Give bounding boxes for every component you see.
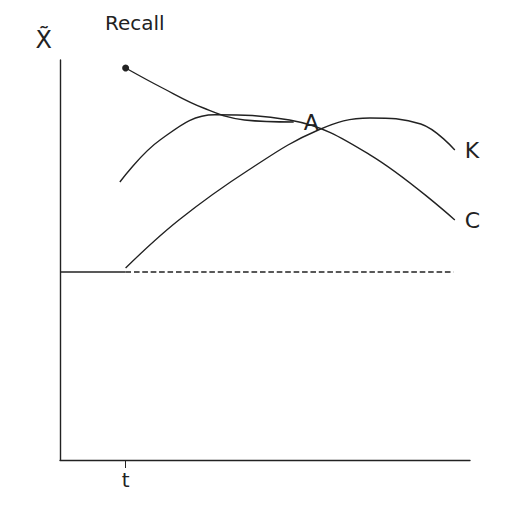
svg-text:X̃: X̃ bbox=[36, 26, 52, 54]
svg-text:t: t bbox=[122, 468, 130, 492]
svg-text:A: A bbox=[304, 110, 319, 135]
svg-text:K: K bbox=[465, 138, 480, 163]
svg-text:Recall: Recall bbox=[105, 11, 165, 35]
svg-text:C: C bbox=[465, 208, 480, 233]
